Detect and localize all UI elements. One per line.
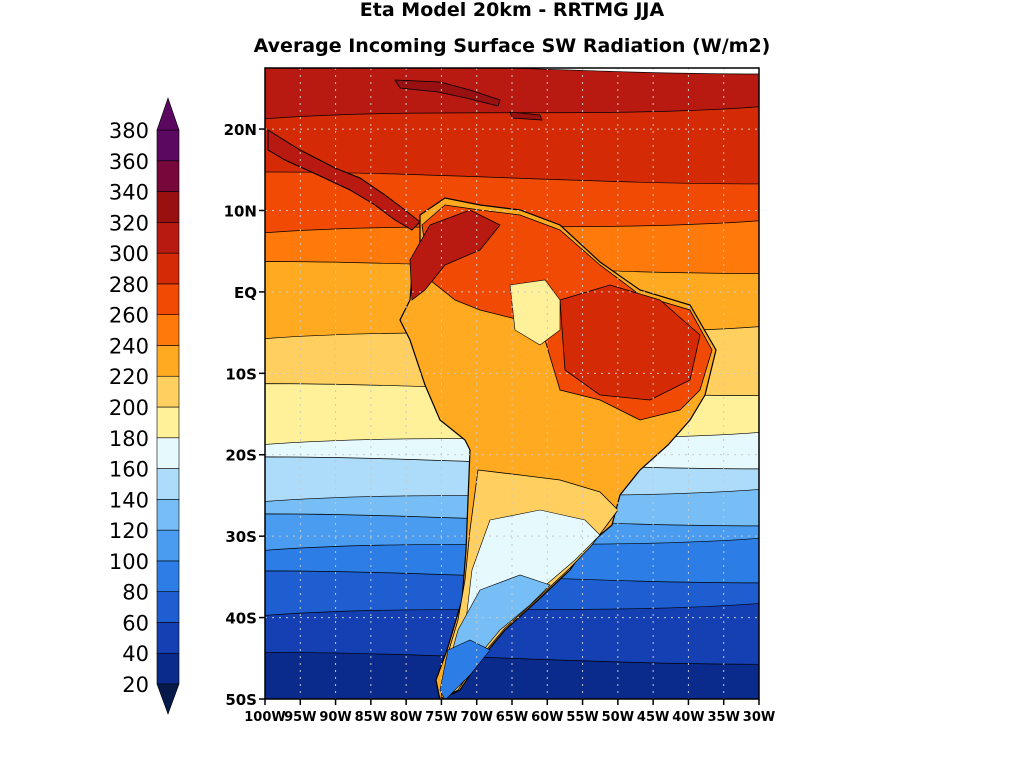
colorbar-label: 80 — [122, 581, 149, 605]
colorbar-label: 200 — [109, 396, 149, 420]
chart-subtitle: Average Incoming Surface SW Radiation (W… — [254, 35, 771, 57]
lon-tick-label: 55W — [566, 710, 598, 725]
colorbar-swatch — [156, 499, 180, 531]
colorbar-label: 320 — [109, 211, 149, 235]
lat-tick-label: EQ — [234, 284, 257, 302]
lon-tick-label: 100W — [244, 710, 285, 725]
lon-tick-label: 65W — [496, 710, 528, 725]
colorbar-label: 60 — [122, 611, 149, 635]
colorbar-swatch — [156, 406, 180, 439]
colorbar-swatch — [156, 468, 180, 500]
lat-tick-label: 30S — [225, 528, 257, 546]
lon-tick-label: 45W — [637, 710, 669, 725]
colorbar-swatch — [156, 129, 180, 162]
lat-tick-label: 40S — [225, 610, 257, 628]
colorbar-swatch — [156, 652, 180, 685]
lon-tick-label: 35W — [707, 710, 739, 725]
lon-tick-label: 85W — [355, 710, 387, 725]
colorbar-label: 20 — [122, 673, 149, 697]
lon-tick-label: 30W — [743, 710, 775, 725]
colorbar-swatch — [156, 375, 180, 408]
lon-tick-label: 70W — [460, 710, 492, 725]
grid-lines — [265, 68, 759, 699]
lon-tick-label: 50W — [602, 710, 634, 725]
colorbar-swatch — [156, 222, 180, 254]
lat-tick-label: 10S — [225, 365, 257, 383]
lon-tick-label: 75W — [425, 710, 457, 725]
colorbar-swatch — [156, 529, 180, 562]
lon-tick-label: 80W — [390, 710, 422, 725]
colorbar-swatch — [156, 160, 180, 192]
lat-tick-label: 20N — [224, 121, 257, 139]
colorbar-label: 280 — [109, 273, 149, 297]
lon-tick-label: 95W — [284, 710, 316, 725]
colorbar-label: 220 — [109, 365, 149, 389]
colorbar-label: 120 — [109, 519, 149, 543]
lon-tick-label: 40W — [672, 710, 704, 725]
lon-tick-label: 90W — [319, 710, 351, 725]
andes-north-hot — [409, 209, 501, 301]
ocean-band — [265, 651, 759, 699]
colorbar-label: 140 — [109, 488, 149, 512]
colorbar-swatch — [156, 622, 180, 654]
colorbar-label: 360 — [109, 150, 149, 174]
colorbar-label: 260 — [109, 304, 149, 328]
land-southern-tip — [439, 639, 491, 699]
lat-tick-label: 50S — [225, 691, 257, 709]
colorbar-label: 40 — [122, 642, 149, 666]
colorbar-extend-min — [156, 683, 180, 715]
lat-tick-label: 20S — [225, 447, 257, 465]
chart-title: Eta Model 20km - RRTMG JJA — [360, 0, 665, 21]
land-northeast-hotter — [559, 284, 701, 401]
colorbar-label: 240 — [109, 334, 149, 358]
colorbar-label: 180 — [109, 427, 149, 451]
ocean-band — [265, 68, 759, 124]
latitude-ticks: 20N 10N EQ 10S 20S 30S 40S 50S — [224, 121, 265, 709]
colorbar-swatch — [156, 437, 180, 469]
colorbar-swatch — [156, 345, 180, 377]
colorbar-swatch — [156, 591, 180, 623]
colorbar-swatch — [156, 283, 180, 315]
central-america — [267, 129, 421, 231]
ocean-band — [265, 106, 759, 189]
south-america-landmass — [267, 79, 717, 699]
colorbar-swatch — [156, 314, 180, 346]
colorbar-label: 340 — [109, 181, 149, 205]
lon-tick-label: 60W — [531, 710, 563, 725]
colorbar-swatch — [156, 191, 180, 223]
colorbar: 20 40 60 80 100 120 140 160 180 200 220 240 260 280 30… — [109, 97, 180, 715]
caribbean-islands — [394, 79, 543, 121]
colorbar-label: 300 — [109, 242, 149, 266]
colorbar-label: 160 — [109, 458, 149, 482]
colorbar-label: 100 — [109, 550, 149, 574]
colorbar-swatch — [156, 560, 180, 592]
colorbar-extend-max — [156, 97, 180, 131]
colorbar-swatch — [156, 252, 180, 285]
colorbar-label: 380 — [109, 119, 149, 143]
lat-tick-label: 10N — [224, 202, 257, 220]
